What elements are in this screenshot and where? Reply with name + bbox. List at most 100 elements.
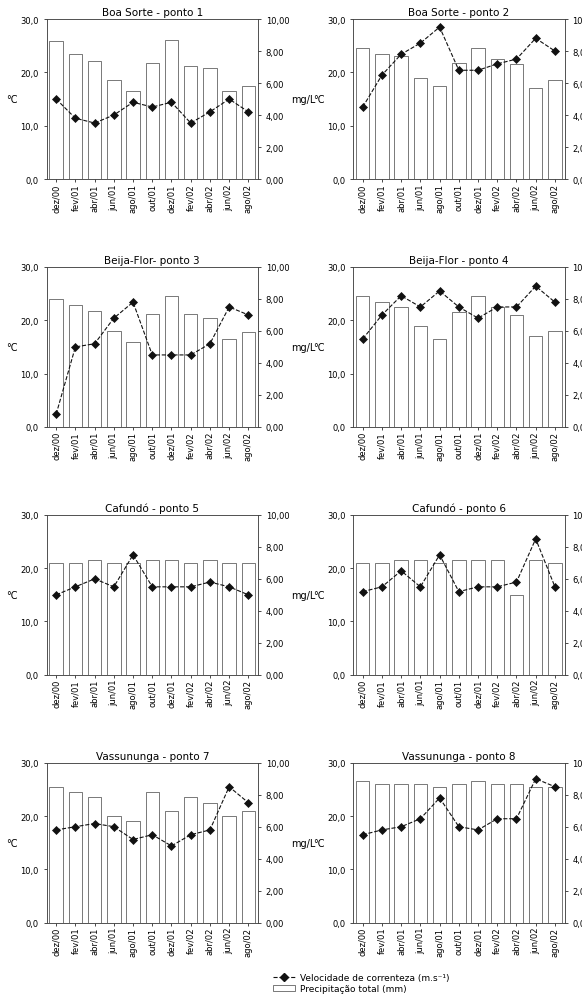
Title: Boa Sorte - ponto 1: Boa Sorte - ponto 1 (102, 8, 203, 18)
Y-axis label: °C: °C (313, 590, 324, 600)
Bar (49, 564, 63, 675)
Bar (184, 564, 197, 675)
Bar (395, 561, 408, 675)
Bar (433, 787, 446, 923)
Bar (491, 308, 504, 427)
Bar (88, 61, 101, 180)
Bar (452, 313, 466, 427)
Y-axis label: mg/L: mg/L (291, 590, 315, 600)
Bar (375, 55, 389, 180)
Bar (433, 564, 446, 675)
Bar (356, 49, 370, 180)
Bar (242, 564, 255, 675)
Bar (414, 561, 427, 675)
Y-axis label: mg/L: mg/L (291, 838, 315, 848)
Bar (107, 332, 120, 427)
Y-axis label: °C: °C (6, 95, 18, 105)
Bar (548, 81, 562, 180)
Legend: Velocidade de correnteza (m.s⁻¹), Precipitação total (mm): Velocidade de correnteza (m.s⁻¹), Precip… (272, 973, 449, 994)
Bar (433, 340, 446, 427)
Y-axis label: mg/L: mg/L (291, 95, 315, 105)
Bar (88, 561, 101, 675)
Bar (242, 86, 255, 180)
Bar (49, 300, 63, 427)
Bar (107, 81, 120, 180)
Bar (548, 564, 562, 675)
Bar (529, 787, 542, 923)
Bar (356, 564, 370, 675)
Bar (471, 49, 485, 180)
Bar (203, 561, 217, 675)
Bar (69, 55, 82, 180)
Title: Beija-Flor- ponto 3: Beija-Flor- ponto 3 (104, 256, 200, 266)
Bar (548, 787, 562, 923)
Bar (126, 342, 140, 427)
Bar (452, 64, 466, 180)
Bar (242, 333, 255, 427)
Y-axis label: °C: °C (313, 343, 324, 353)
Title: Vassununga - ponto 8: Vassununga - ponto 8 (402, 751, 516, 761)
Bar (356, 297, 370, 427)
Bar (165, 41, 178, 180)
Bar (433, 86, 446, 180)
Bar (107, 564, 120, 675)
Bar (452, 784, 466, 923)
Bar (395, 784, 408, 923)
Bar (452, 561, 466, 675)
Bar (510, 595, 523, 675)
Bar (222, 92, 236, 180)
Bar (184, 797, 197, 923)
Y-axis label: °C: °C (6, 838, 18, 848)
Bar (414, 326, 427, 427)
Bar (165, 561, 178, 675)
Bar (491, 60, 504, 180)
Bar (107, 816, 120, 923)
Bar (510, 784, 523, 923)
Title: Beija-Flor - ponto 4: Beija-Flor - ponto 4 (409, 256, 509, 266)
Bar (126, 821, 140, 923)
Bar (395, 308, 408, 427)
Bar (510, 316, 523, 427)
Title: Cafundó - ponto 5: Cafundó - ponto 5 (105, 503, 199, 514)
Bar (510, 65, 523, 180)
Bar (184, 315, 197, 427)
Bar (165, 297, 178, 427)
Y-axis label: °C: °C (313, 95, 324, 105)
Title: Boa Sorte - ponto 2: Boa Sorte - ponto 2 (408, 8, 509, 18)
Bar (88, 797, 101, 923)
Bar (242, 810, 255, 923)
Bar (184, 67, 197, 180)
Bar (146, 561, 159, 675)
Bar (203, 69, 217, 180)
Bar (203, 318, 217, 427)
Bar (69, 792, 82, 923)
Bar (222, 564, 236, 675)
Bar (491, 784, 504, 923)
Bar (471, 297, 485, 427)
Bar (414, 78, 427, 180)
Title: Cafundó - ponto 6: Cafundó - ponto 6 (412, 503, 506, 514)
Y-axis label: mg/L: mg/L (291, 343, 315, 353)
Bar (529, 337, 542, 427)
Bar (222, 340, 236, 427)
Bar (395, 57, 408, 180)
Bar (146, 64, 159, 180)
Bar (146, 792, 159, 923)
Bar (356, 781, 370, 923)
Y-axis label: °C: °C (6, 590, 18, 600)
Bar (414, 784, 427, 923)
Bar (491, 561, 504, 675)
Bar (471, 781, 485, 923)
Bar (375, 564, 389, 675)
Bar (126, 92, 140, 180)
Bar (165, 810, 178, 923)
Bar (69, 306, 82, 427)
Y-axis label: °C: °C (313, 838, 324, 848)
Bar (49, 42, 63, 180)
Bar (146, 315, 159, 427)
Bar (529, 89, 542, 180)
Bar (529, 561, 542, 675)
Bar (471, 561, 485, 675)
Bar (203, 803, 217, 923)
Bar (548, 332, 562, 427)
